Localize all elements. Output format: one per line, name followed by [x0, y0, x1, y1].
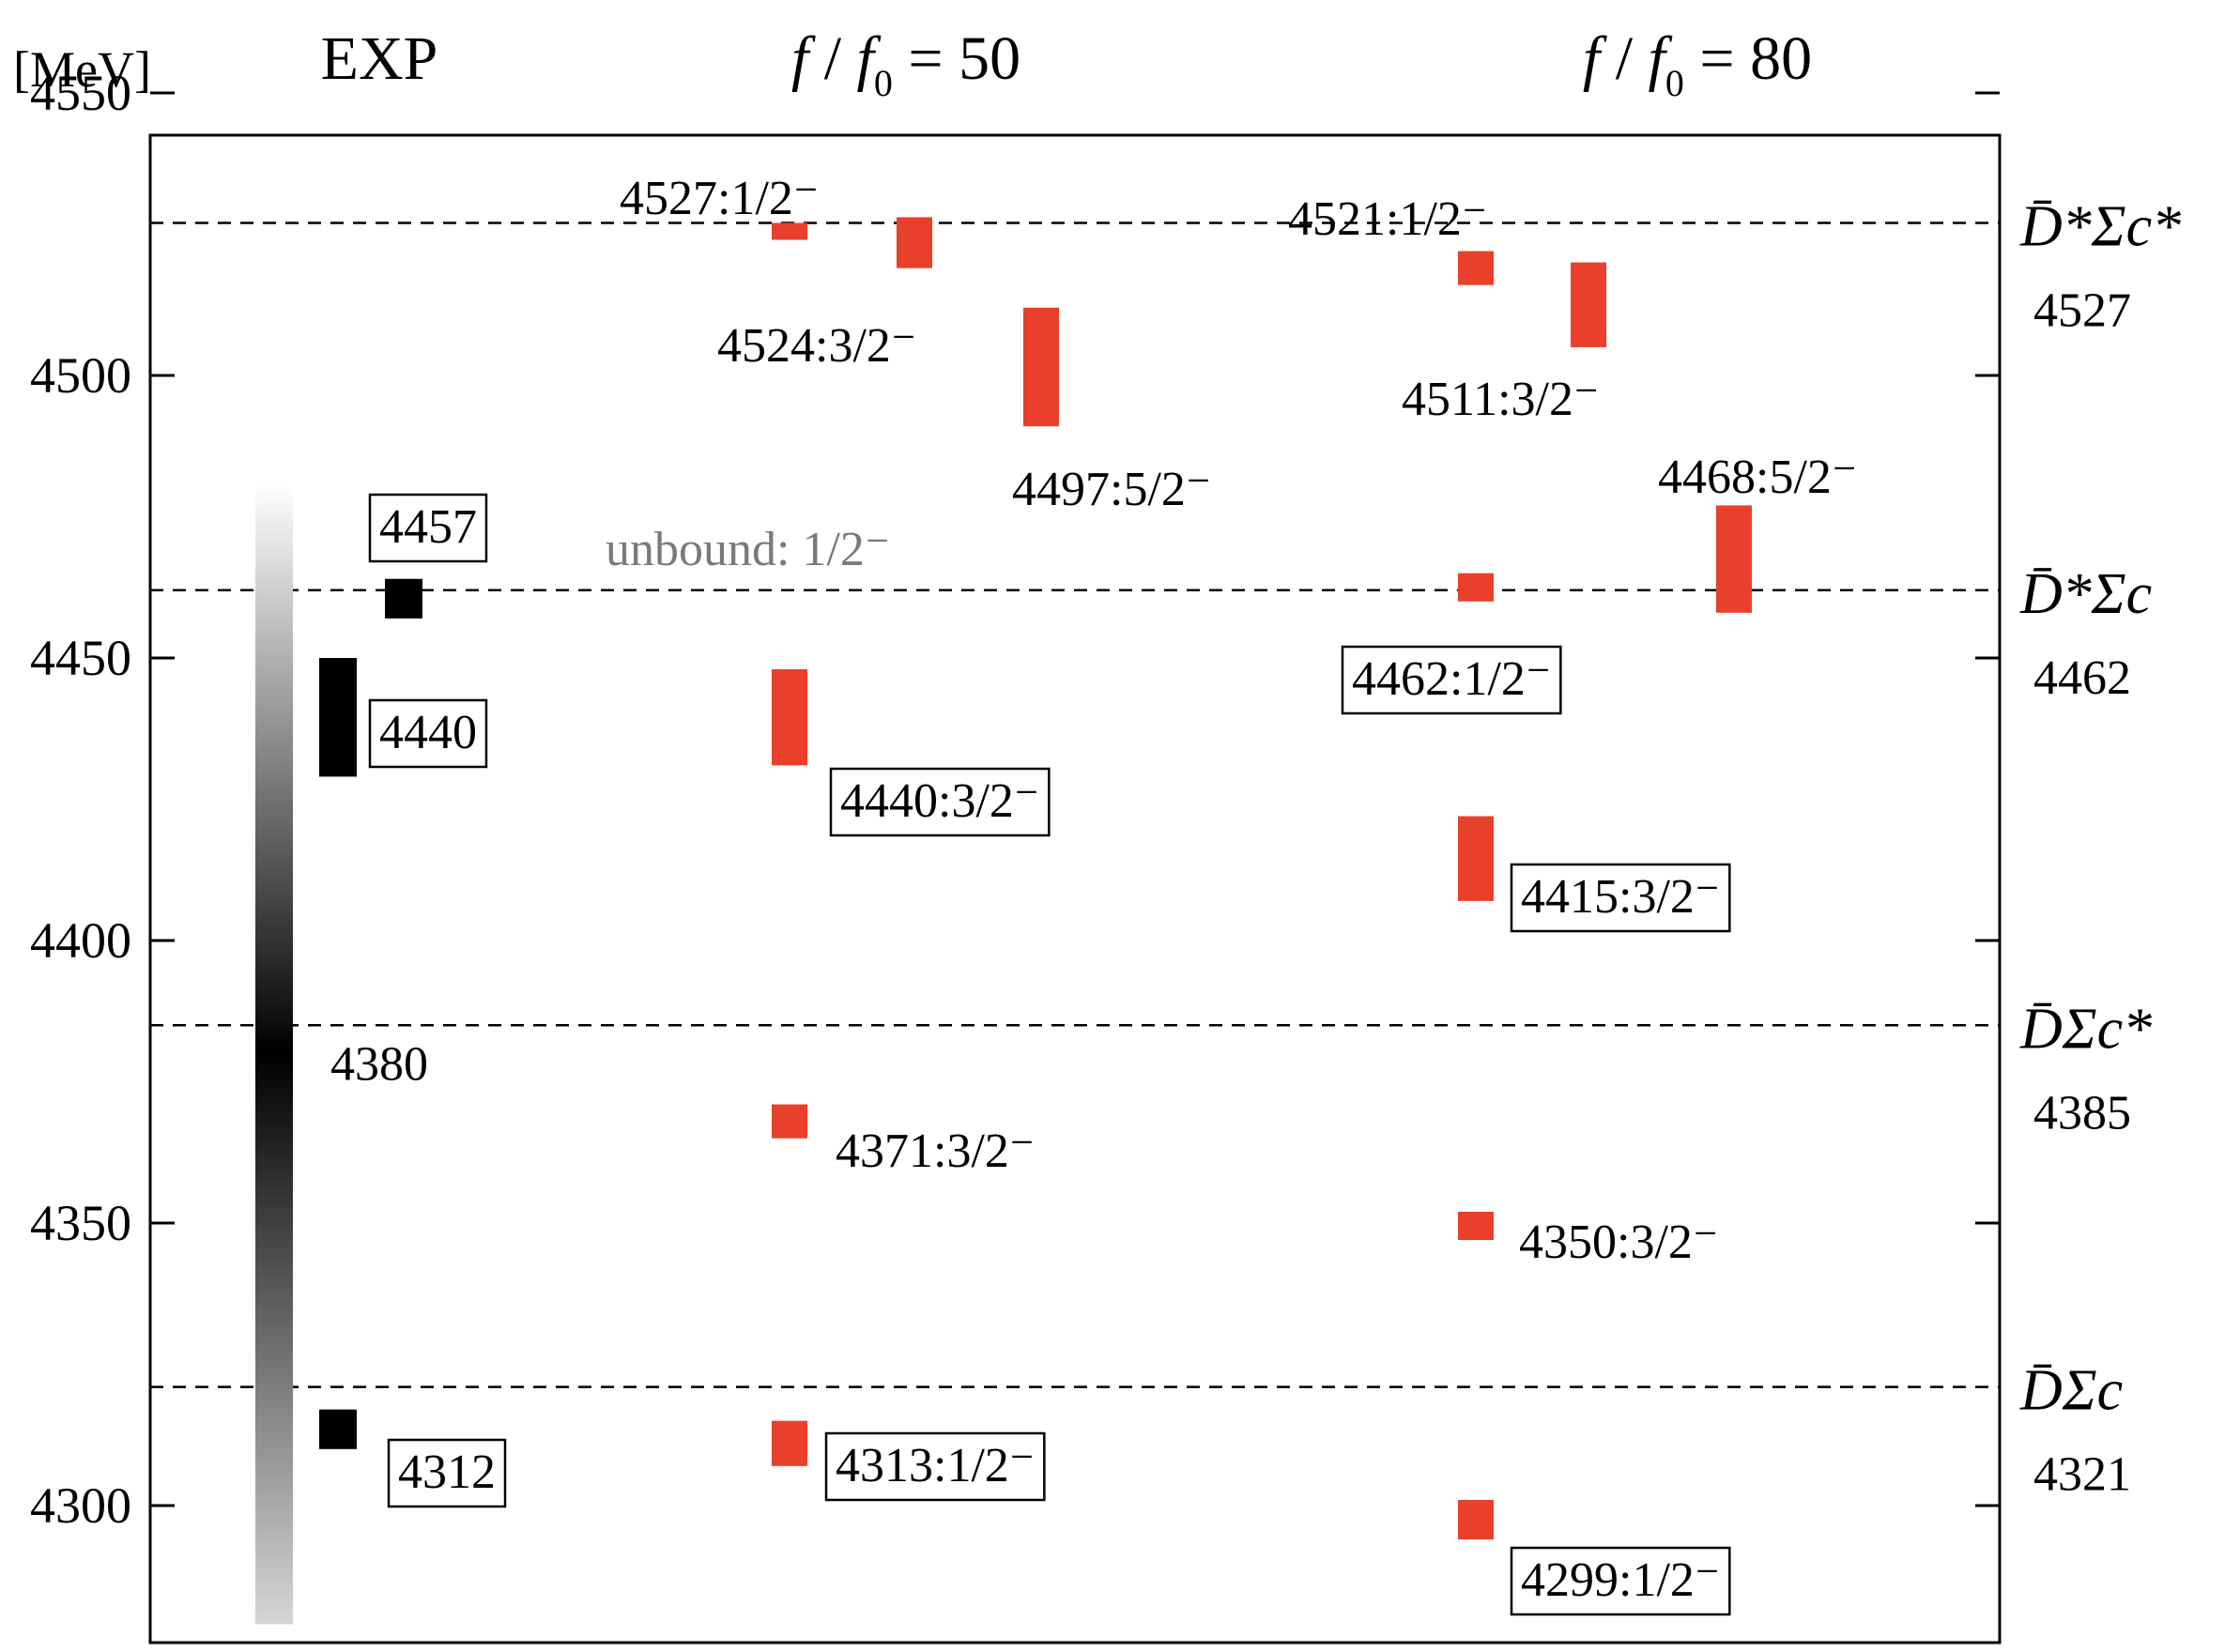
column-header-exp: EXP [321, 24, 438, 93]
y-tick-label: 4450 [30, 630, 131, 686]
state-label-box [1510, 863, 1731, 933]
model-series: 4527:1/2⁻ 4524:3/2⁻ 4497:5/2⁻ 4440:3/2⁻ 4371… [620, 172, 1857, 1616]
model-state-bar [1716, 505, 1752, 613]
y-tick-label: 4400 [30, 912, 131, 969]
threshold-value: 4321 [2033, 1448, 2131, 1502]
column-header-f50: f / f0 = 50 [791, 24, 1020, 104]
threshold-name: D̄*Σc [2019, 562, 2152, 626]
column-header-f80-slash: / [1600, 24, 1648, 93]
threshold-name: D̄*Σc* [2019, 194, 2181, 258]
exp-broad-state-bar [255, 482, 293, 1625]
model-state-label: 4511:3/2⁻ [1402, 373, 1599, 426]
model-state-bar [1458, 573, 1494, 602]
threshold-value: 4385 [2033, 1086, 2131, 1140]
exp-broad-state-label: 4380 [330, 1037, 428, 1091]
threshold-value: 4462 [2033, 651, 2131, 705]
exp-state-bar [319, 658, 357, 777]
model-state-label: 4462:1/2⁻ [1352, 652, 1551, 706]
state-label-box [387, 1438, 507, 1508]
y-tick-label: 4500 [30, 347, 131, 404]
model-state-bar [1458, 1211, 1494, 1241]
y-tick-label: 4550 [30, 65, 131, 121]
column-header-f50-value: = 50 [893, 24, 1020, 93]
model-state-bar [772, 1104, 807, 1139]
model-state-bar [772, 669, 807, 766]
y-tick-label: 4300 [30, 1477, 131, 1534]
threshold-value: 4527 [2033, 283, 2131, 337]
y-unit-label: [MeV] [13, 41, 151, 98]
state-label-box [829, 767, 1051, 837]
model-state-bar [897, 217, 932, 268]
model-state-label: 4440:3/2⁻ [840, 774, 1039, 828]
model-state-label: 4313:1/2⁻ [836, 1439, 1035, 1492]
column-header-f50-sub: 0 [874, 62, 893, 104]
model-state-bar [772, 1420, 807, 1466]
exp-state-bar [319, 1409, 357, 1449]
threshold-name: D̄Σc* [2019, 997, 2152, 1061]
column-header-f50-slash: / [808, 24, 856, 93]
state-label-box [1341, 645, 1562, 715]
model-state-label: 4415:3/2⁻ [1521, 870, 1720, 924]
model-state-label: 4527:1/2⁻ [620, 172, 819, 225]
state-label-box [824, 1431, 1046, 1502]
model-state-bar [1458, 816, 1494, 901]
plot-frame [148, 133, 2002, 1644]
exp-state-label: 4440 [379, 706, 477, 759]
model-state-label: 4350:3/2⁻ [1519, 1216, 1718, 1269]
model-state-label: 4524:3/2⁻ [717, 319, 916, 373]
model-state-bar [1458, 1499, 1494, 1540]
state-label-box [368, 698, 488, 769]
exp-state-bar [385, 578, 422, 619]
exp-column: 4380 4457 4440 4312 [255, 482, 507, 1625]
model-state-bar [772, 222, 807, 240]
exp-state-label: 4312 [398, 1446, 496, 1499]
exp-state-label: 4457 [379, 500, 477, 554]
column-header-f80: f / f0 = 80 [1583, 24, 1812, 104]
model-state-bar [1023, 307, 1059, 427]
state-label-box [368, 493, 488, 563]
column-header-f80-sub: 0 [1665, 62, 1684, 104]
column-header-f80-value: = 80 [1684, 24, 1812, 93]
state-label-box [1510, 1546, 1731, 1616]
model-state-label: 4299:1/2⁻ [1521, 1553, 1720, 1607]
model-state-label: 4521:1/2⁻ [1288, 192, 1487, 246]
model-state-label: 4371:3/2⁻ [836, 1124, 1035, 1178]
model-state-label: 4497:5/2⁻ [1012, 463, 1211, 516]
model-state-bar [1458, 251, 1494, 285]
threshold-name: D̄Σc [2019, 1359, 2123, 1423]
unbound-annotation: unbound: 1/2⁻ [606, 523, 890, 576]
model-state-bar [1571, 262, 1606, 347]
model-state-label: 4468:5/2⁻ [1658, 451, 1857, 504]
y-tick-label: 4350 [30, 1195, 131, 1251]
y-axis-ticks: 4300 4350 4400 4450 4500 4550 [30, 65, 2000, 1534]
threshold-lines: D̄*Σc* 4527 D̄*Σc 4462 D̄Σc* 4385 D̄Σc 4321 [150, 194, 2181, 1502]
